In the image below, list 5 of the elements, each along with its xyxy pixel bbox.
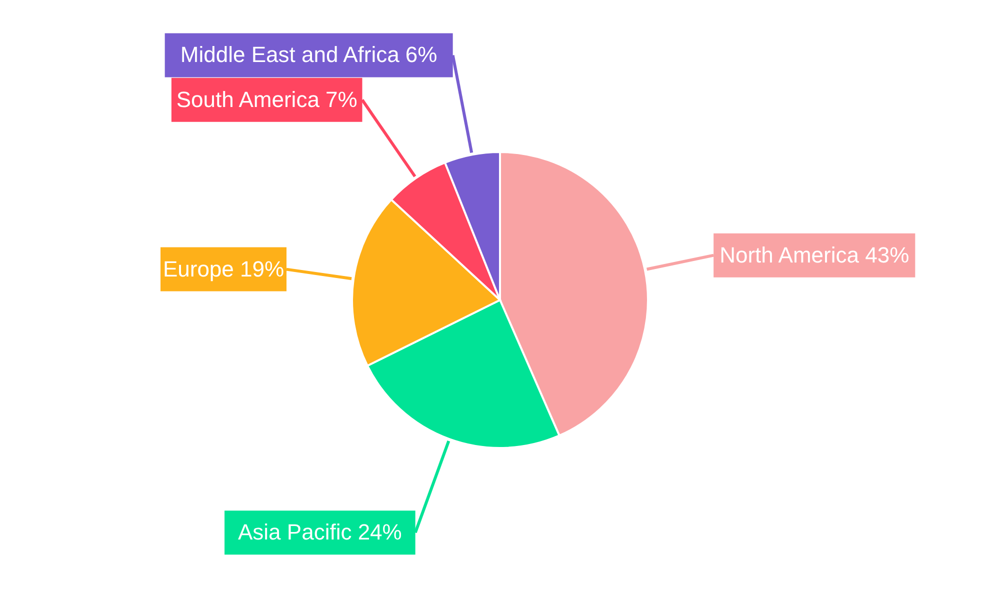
- slice-label: South America 7%: [176, 86, 358, 112]
- slice-label: Asia Pacific 24%: [238, 520, 402, 545]
- slice-label: North America 43%: [720, 242, 910, 268]
- slice-label: Middle East and Africa 6%: [180, 42, 438, 68]
- slice-label: Europe 19%: [162, 256, 284, 282]
